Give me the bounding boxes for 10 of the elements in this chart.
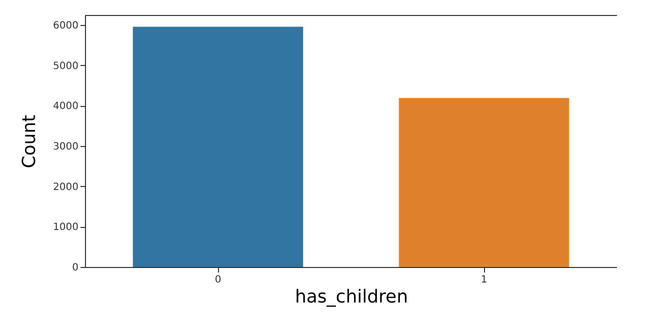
y-tick-label: 0 [72,262,78,274]
x-axis-title: has_children [294,286,408,308]
y-tick-label: 1000 [53,222,78,234]
y-tick-label: 3000 [53,142,78,153]
y-tick-label: 6000 [53,20,78,32]
y-tick-label: 4000 [53,101,78,112]
y-tick-label: 2000 [53,182,78,193]
x-tick-label: 1 [480,274,488,286]
y-tick-label: 5000 [53,60,78,72]
y-axis-title: Count [19,114,40,168]
